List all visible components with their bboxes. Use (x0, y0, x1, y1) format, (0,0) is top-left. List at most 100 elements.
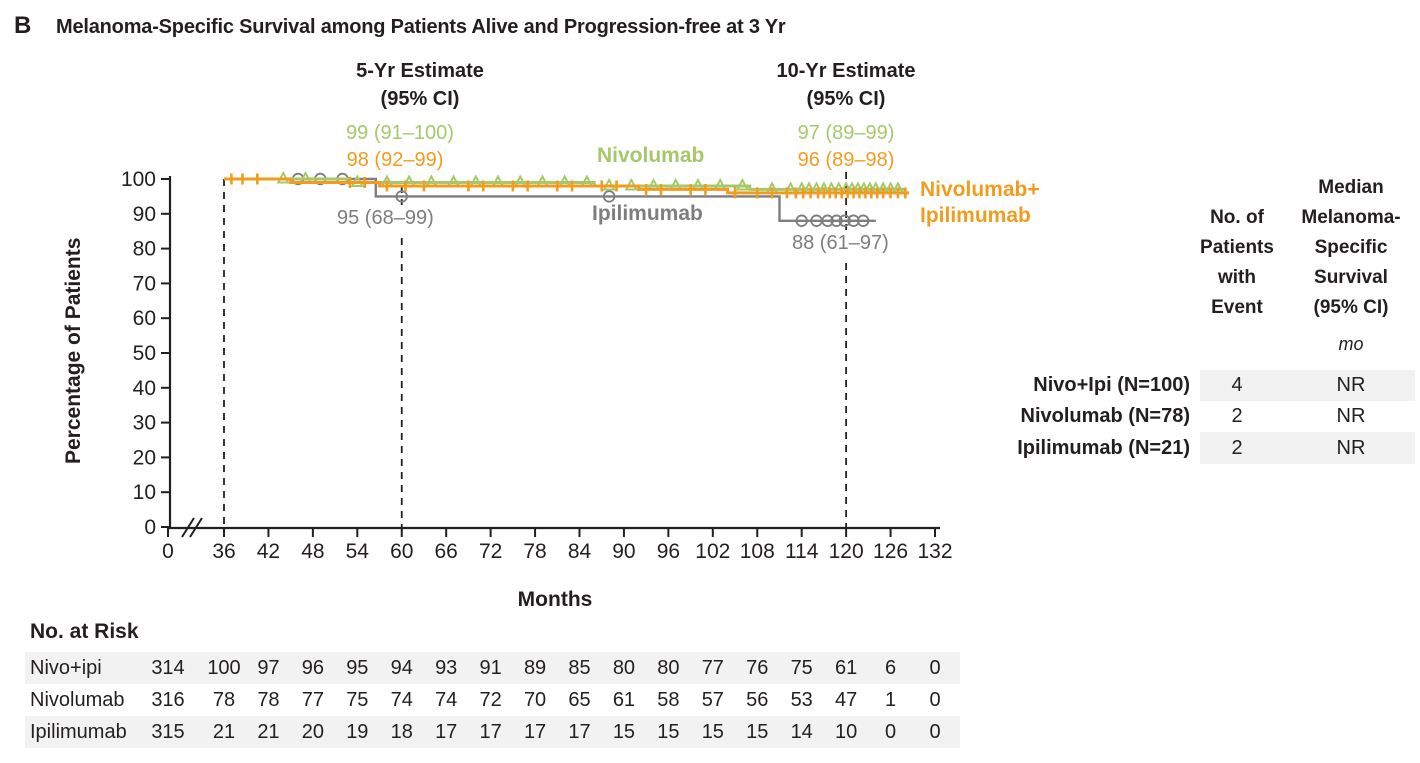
estimate-5yr-ipilimumab: 95 (68–99) (334, 205, 437, 232)
risk-count: 80 (612, 657, 636, 679)
curve-label-nivo-ipi: Nivolumab+ Ipilimumab (920, 177, 1040, 229)
risk-count: 61 (612, 689, 636, 711)
risk-count: 57 (701, 689, 724, 711)
y-tick-label: 90 (133, 203, 156, 226)
risk-count: 17 (523, 721, 547, 743)
curve-label-nivo-ipi-line1: Nivolumab+ (920, 178, 1040, 201)
summary-col1-line: Patients (1200, 237, 1274, 258)
x-tick-label: 48 (301, 540, 324, 563)
risk-count: 91 (479, 657, 502, 679)
x-tick-label: 0 (162, 540, 174, 563)
risk-count: 0 (885, 721, 897, 743)
y-tick-label: 100 (121, 168, 156, 191)
x-tick-label: 42 (257, 540, 280, 563)
risk-count: 17 (479, 721, 502, 743)
risk-count: 76 (746, 657, 769, 679)
risk-count: 97 (257, 657, 280, 679)
risk-count: 74 (390, 689, 413, 711)
risk-count: 0 (929, 721, 941, 743)
risk-count: 61 (835, 657, 858, 679)
summary-col2-line: (95% CI) (1313, 297, 1389, 318)
y-tick-label: 30 (133, 412, 156, 435)
risk-count: 65 (568, 689, 591, 711)
censor-circle-icon (847, 214, 860, 227)
risk-count: 94 (390, 657, 413, 679)
summary-row-median: NR (1336, 374, 1366, 396)
risk-count: 1 (885, 689, 897, 711)
y-tick-label: 70 (133, 272, 156, 295)
risk-count: 93 (435, 657, 458, 679)
censor-circle-icon (830, 214, 843, 227)
risk-count: 70 (523, 689, 547, 711)
summary-row-median: NR (1336, 405, 1366, 427)
risk-count: 17 (435, 721, 458, 743)
x-axis-title: Months (517, 588, 593, 611)
y-tick-label: 10 (133, 481, 156, 504)
summary-unit: mo (1338, 334, 1364, 354)
risk-row-label: Ipilimumab (30, 721, 127, 743)
estimate-5yr-nivo-ipi: 98 (92–99) (346, 149, 444, 171)
axes (168, 176, 940, 530)
censor-circle-icon (856, 214, 870, 227)
risk-count: 0 (929, 657, 941, 679)
estimate-10yr-header-line1: 10-Yr Estimate (776, 60, 916, 82)
curve-label-ipilimumab: Ipilimumab (592, 202, 703, 225)
summary-col1-header: No. of Patients with Event (1157, 203, 1317, 323)
risk-count: 77 (701, 657, 724, 679)
risk-count: 6 (885, 657, 897, 679)
risk-count: 15 (701, 721, 724, 743)
risk-row-band (25, 716, 960, 748)
x-tick-label: 132 (917, 540, 952, 563)
y-tick-label: 40 (133, 377, 156, 400)
risk-count: 72 (479, 689, 502, 711)
estimate-10yr-nivo-ipi: 96 (89–98) (797, 149, 895, 171)
x-tick-label: 120 (829, 540, 864, 563)
estimate-10yr-nivolumab: 97 (89–99) (797, 122, 895, 144)
x-tick-label: 60 (390, 540, 413, 563)
risk-count: 75 (790, 657, 813, 679)
risk-count: 75 (346, 689, 369, 711)
risk-count: 15 (612, 721, 636, 743)
summary-col2-line: Survival (1314, 267, 1388, 288)
risk-count: 15 (657, 721, 680, 743)
risk-row-label: Nivolumab (30, 689, 125, 711)
risk-row-values: 316 78 78 77 75 74 74 72 70 65 61 58 57 56 53 47 1 0 (0, 684, 1000, 716)
estimate-10yr-header: 10-Yr Estimate (95% CI) (726, 57, 966, 113)
risk-row-values: 315 21 21 20 19 18 17 17 17 17 15 15 15 15 14 10 0 0 (0, 716, 1000, 748)
curve-label-nivolumab: Nivolumab (597, 144, 705, 167)
summary-row-median: NR (1336, 437, 1366, 459)
risk-count: 314 (151, 657, 185, 679)
censor-circle-icon (395, 190, 408, 203)
risk-count: 85 (568, 657, 591, 679)
x-tick-label: 36 (212, 540, 235, 563)
estimate-5yr-header: 5-Yr Estimate (95% CI) (300, 57, 540, 113)
x-tick-label: 66 (435, 540, 458, 563)
summary-col1-line: No. of (1210, 207, 1264, 228)
risk-count: 15 (746, 721, 769, 743)
curve-label-nivo-ipi-line2: Ipilimumab (920, 204, 1031, 227)
risk-count: 21 (257, 721, 280, 743)
y-tick-label: 50 (133, 342, 156, 365)
panel-label: B (14, 12, 32, 39)
risk-row-band (25, 652, 960, 684)
risk-count: 17 (568, 721, 591, 743)
risk-count: 14 (790, 721, 813, 743)
summary-col2-line: Melanoma- (1301, 207, 1401, 228)
risk-count: 95 (346, 657, 369, 679)
summary-col2-header: Median Melanoma- Specific Survival (95% … (1271, 173, 1420, 323)
risk-count: 20 (301, 721, 324, 743)
censor-circle-icon (838, 214, 851, 227)
y-tick-label: 20 (133, 446, 156, 469)
x-tick-label: 126 (873, 540, 908, 563)
y-axis-title: Percentage of Patients (62, 237, 85, 464)
risk-count: 18 (390, 721, 413, 743)
y-tick-label: 80 (133, 238, 156, 261)
summary-row-events: 4 (1231, 374, 1243, 396)
estimate-5yr-nivolumab: 99 (91–100) (346, 122, 454, 144)
summary-row-events: 2 (1231, 405, 1243, 427)
summary-row-label: Nivolumab (N=78) (1020, 405, 1190, 427)
risk-count: 53 (790, 689, 813, 711)
estimate-10yr-header-line2: (95% CI) (806, 88, 886, 110)
risk-count: 58 (657, 689, 680, 711)
summary-row-events: 2 (1231, 437, 1243, 459)
